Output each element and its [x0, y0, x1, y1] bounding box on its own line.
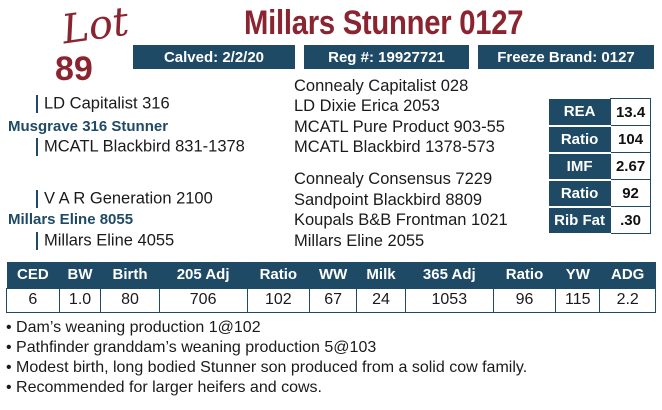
epd-value-row: 6 1.0 80 706 102 67 24 1053 96 115 2.2: [6, 287, 656, 313]
pedigree-ggp: MCATL Blackbird 1378-573: [294, 138, 495, 156]
epd-value: 1.0: [58, 287, 102, 313]
pedigree-dam: Millars Eline 8055: [8, 211, 134, 228]
pedigree-ggp: Koupals B&B Frontman 1021: [294, 211, 508, 229]
stat-value: 104: [610, 125, 651, 153]
epd-value: 102: [246, 287, 311, 313]
lot-number: 89: [55, 50, 93, 88]
epd-header: ADG: [599, 262, 656, 288]
pedigree-sire-dam: MCATL Blackbird 831-1378: [36, 138, 245, 156]
note-item: • Modest birth, long bodied Stunner son …: [6, 359, 528, 376]
note-item: • Dam’s weaning production 1@102: [6, 319, 261, 336]
calved-date: Calved: 2/2/20: [133, 45, 295, 69]
epd-header: Birth: [100, 262, 160, 288]
animal-name-title: Millars Stunner 0127: [244, 4, 524, 42]
note-item: • Recommended for larger heifers and cow…: [6, 379, 322, 396]
freeze-brand: Freeze Brand: 0127: [478, 45, 654, 69]
note-item: • Pathfinder granddam’s weaning producti…: [6, 339, 377, 356]
stats-row: Ratio 104: [549, 125, 651, 154]
pedigree-ggp: LD Dixie Erica 2053: [294, 97, 440, 115]
epd-value: 67: [309, 287, 358, 313]
carcass-stats-table: REA 13.4 Ratio 104 IMF 2.67 Ratio 92 Rib Fat…: [549, 98, 651, 235]
pedigree-ggp: Connealy Capitalist 028: [294, 77, 469, 95]
epd-header-row: CED BW Birth 205 Adj Ratio WW Milk 365 A…: [6, 262, 656, 288]
epd-value: 2.2: [599, 287, 656, 313]
epd-value: 115: [555, 287, 601, 313]
pedigree-sire-sire: LD Capitalist 316: [36, 95, 170, 113]
epd-value: 80: [100, 287, 160, 313]
pedigree-dam-sire: V A R Generation 2100: [36, 190, 213, 208]
stat-label: REA: [549, 98, 611, 127]
notes-list: • Dam’s weaning production 1@102 • Pathf…: [6, 318, 527, 398]
stat-label: IMF: [549, 152, 611, 181]
epd-value: 24: [356, 287, 406, 313]
lot-label: Lot: [59, 0, 132, 54]
epd-header: Ratio: [493, 262, 556, 288]
epd-header: WW: [309, 262, 357, 288]
epd-value: 1053: [404, 287, 494, 313]
pedigree-bracket-line: [36, 138, 38, 156]
epd-table: CED BW Birth 205 Adj Ratio WW Milk 365 A…: [6, 262, 656, 313]
epd-header: 365 Adj: [405, 262, 494, 288]
stats-row: Rib Fat .30: [549, 206, 651, 235]
epd-value: 96: [492, 287, 557, 313]
epd-header: CED: [6, 262, 60, 288]
stats-row: IMF 2.67: [549, 152, 651, 181]
epd-value: 6: [6, 287, 60, 313]
stats-row: Ratio 92: [549, 179, 651, 208]
pedigree-bracket-line: [36, 232, 38, 250]
registration-number: Reg #: 19927721: [304, 45, 469, 69]
pedigree-ggp: Millars Eline 2055: [294, 232, 425, 250]
pedigree-bracket-line: [36, 190, 38, 208]
epd-value: 706: [158, 287, 248, 313]
stat-value: 13.4: [610, 98, 651, 126]
stat-label: Ratio: [549, 179, 611, 208]
stats-row: REA 13.4: [549, 98, 651, 127]
pedigree-dam-dam: Millars Eline 4055: [36, 232, 174, 250]
stat-label: Rib Fat: [549, 206, 611, 235]
pedigree-ggp: Connealy Consensus 7229: [294, 170, 493, 188]
epd-header: 205 Adj: [159, 262, 248, 288]
pedigree-sire: Musgrave 316 Stunner: [8, 118, 169, 135]
epd-header: Milk: [356, 262, 406, 288]
pedigree-bracket-line: [36, 95, 38, 113]
stat-label: Ratio: [549, 125, 611, 154]
stat-value: 92: [610, 179, 651, 207]
epd-header: Ratio: [247, 262, 310, 288]
pedigree-ggp: MCATL Pure Product 903-55: [294, 118, 505, 136]
stat-value: .30: [610, 206, 651, 234]
stat-value: 2.67: [610, 152, 651, 180]
epd-header: BW: [59, 262, 101, 288]
epd-header: YW: [555, 262, 600, 288]
pedigree-ggp: Sandpoint Blackbird 8809: [294, 191, 483, 209]
